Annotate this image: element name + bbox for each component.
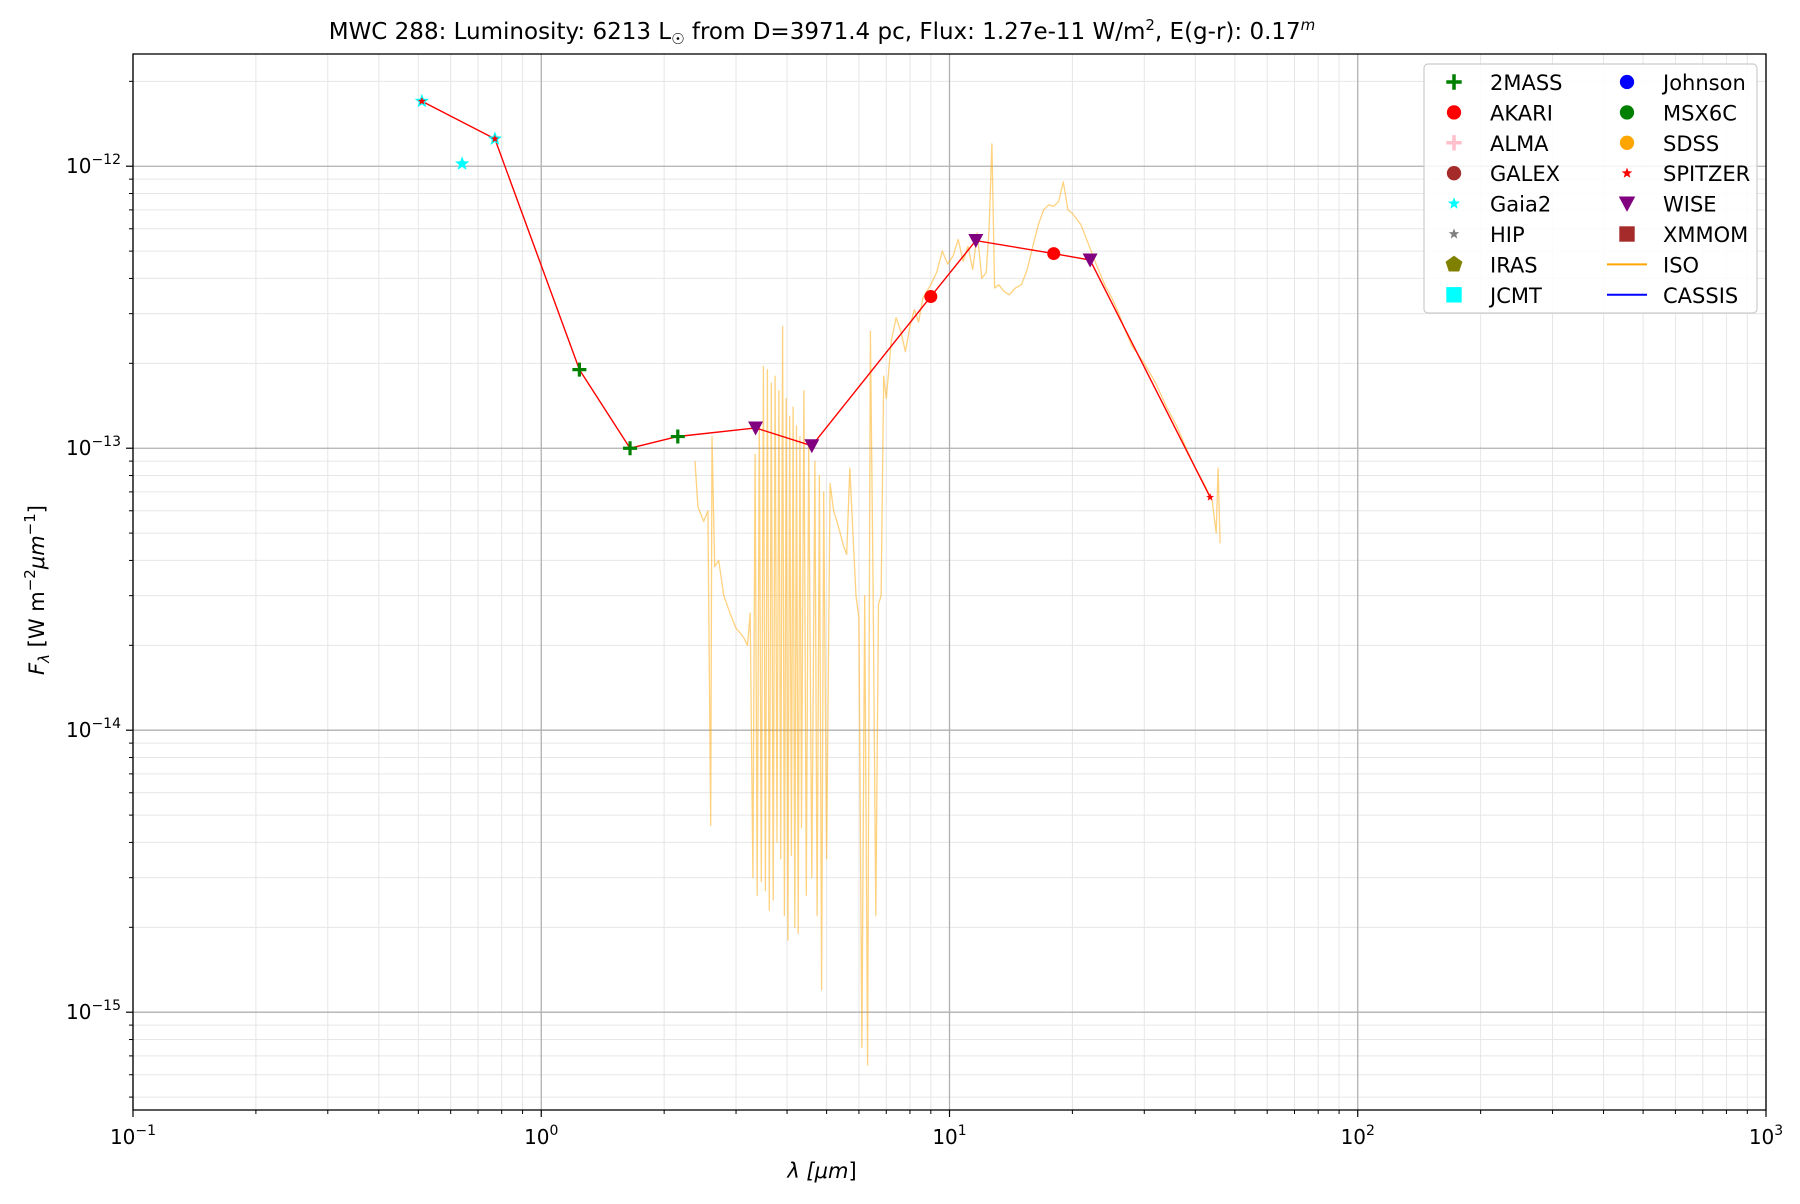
x-tick-label: 102	[1341, 1123, 1375, 1149]
data-point-akari	[1047, 247, 1061, 261]
legend-label-wise: WISE	[1663, 193, 1717, 217]
legend-items: 2MASS AKARI ALMA GALEX Gaia2 HIP IRAS JCMT Johns…	[1445, 71, 1750, 308]
data-point-2mass	[572, 362, 587, 377]
x-axis-label: λ [μm]	[786, 1159, 856, 1183]
data-point-wise	[1082, 253, 1098, 268]
x-tick-label: 10−1	[110, 1123, 156, 1149]
legend-label-xmmom: XMMOM	[1663, 223, 1748, 247]
legend-label-jcmt: JCMT	[1488, 284, 1542, 308]
data-point-wise	[804, 439, 820, 454]
legend-box	[1423, 63, 1758, 314]
legend-label-hip: HIP	[1490, 223, 1525, 247]
legend-marker-msx6c	[1619, 105, 1635, 120]
x-tick-label: 100	[524, 1123, 558, 1149]
legend-label-johnson: Johnson	[1661, 71, 1746, 95]
data-point-spitzer	[1206, 493, 1215, 501]
iso-spectrum-line	[694, 143, 1221, 1066]
axis-ticks	[126, 80, 1767, 1117]
legend-label-cassis: CASSIS	[1663, 284, 1738, 308]
data-point-spitzer	[417, 97, 426, 105]
data-point-spitzer	[491, 134, 499, 143]
y-tick-label: 10−14	[66, 716, 121, 742]
legend-marker-alma	[1446, 135, 1462, 151]
chart-title: MWC 288: Luminosity: 6213 L☉ from D=3971…	[329, 16, 1316, 48]
x-tick-label: 101	[932, 1123, 966, 1149]
legend-label-iras: IRAS	[1490, 253, 1538, 277]
legend-marker-galex	[1446, 166, 1462, 181]
legend-marker-johnson	[1619, 74, 1635, 90]
legend-label-galex: GALEX	[1490, 162, 1560, 186]
legend-label-sdss: SDSS	[1663, 132, 1719, 156]
legend-label-spitzer: SPITZER	[1663, 162, 1750, 186]
y-tick-label: 10−13	[66, 434, 121, 460]
tick-labels: 10−1 100 101 102 103 10−15 10−14 10−13 10−12	[66, 152, 1783, 1149]
legend-label-2mass: 2MASS	[1490, 71, 1563, 95]
legend-marker-2mass	[1446, 74, 1462, 90]
minor-gridlines	[133, 54, 1766, 1110]
legend: 2MASS AKARI ALMA GALEX Gaia2 HIP IRAS JCMT Johns…	[1423, 63, 1758, 314]
legend-marker-hip	[1448, 228, 1460, 239]
legend-marker-spitzer	[1621, 167, 1633, 178]
legend-marker-wise	[1618, 196, 1636, 212]
legend-label-gaia2: Gaia2	[1490, 193, 1551, 217]
data-point-akari	[924, 290, 938, 304]
legend-label-msx6c: MSX6C	[1663, 101, 1737, 125]
data-point-2mass	[623, 441, 638, 456]
legend-marker-sdss	[1619, 135, 1635, 150]
legend-label-akari: AKARI	[1490, 101, 1553, 125]
legend-label-iso: ISO	[1663, 253, 1699, 277]
legend-marker-gaia2	[1447, 197, 1461, 209]
data-point-wise	[968, 234, 984, 249]
legend-label-alma: ALMA	[1490, 132, 1549, 156]
y-tick-label: 10−12	[66, 152, 121, 178]
legend-marker-iras	[1445, 255, 1463, 272]
data-point-2mass	[670, 429, 685, 444]
iso-spectrum-layer	[694, 143, 1221, 1066]
legend-marker-akari	[1446, 105, 1462, 120]
data-point-gaia2	[455, 156, 470, 170]
x-tick-label: 103	[1749, 1123, 1783, 1149]
legend-marker-jcmt	[1446, 287, 1462, 303]
y-tick-label: 10−15	[66, 998, 121, 1024]
photometry-markers	[414, 93, 1215, 501]
y-axis-label: Fλ [W m−2μm−1]	[21, 505, 53, 675]
legend-marker-xmmom	[1619, 226, 1635, 242]
data-point-wise	[748, 421, 764, 436]
